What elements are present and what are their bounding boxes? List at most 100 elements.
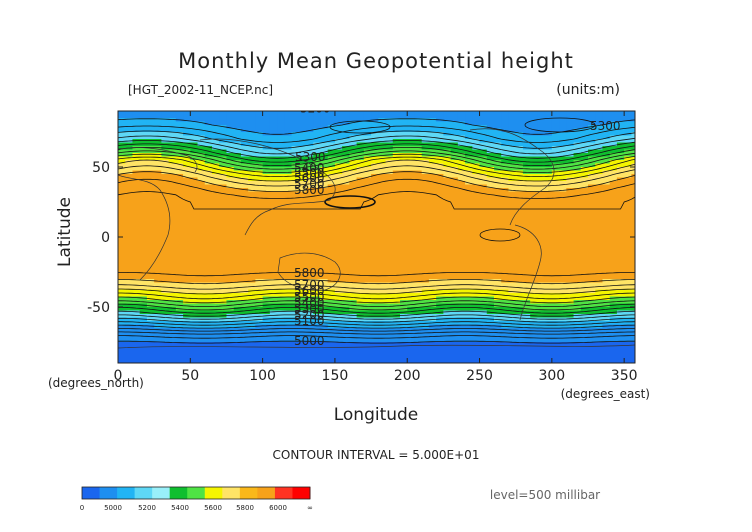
field-cell xyxy=(240,254,249,259)
field-cell xyxy=(392,216,401,221)
field-cell xyxy=(161,216,170,221)
field-cell xyxy=(118,188,126,193)
field-cell xyxy=(595,125,604,130)
field-cell xyxy=(450,296,459,301)
field-cell xyxy=(146,240,155,245)
field-cell xyxy=(457,198,466,203)
field-cell xyxy=(320,198,329,203)
field-cell xyxy=(154,331,162,336)
field-cell xyxy=(414,142,423,147)
field-cell xyxy=(212,209,220,214)
field-cell xyxy=(624,342,632,347)
field-cell xyxy=(537,216,546,221)
field-cell xyxy=(248,237,256,242)
field-cell xyxy=(118,321,126,326)
field-cell xyxy=(486,317,495,322)
field-cell xyxy=(204,265,213,270)
field-cell xyxy=(573,212,582,217)
field-cell xyxy=(277,335,285,340)
field-cell xyxy=(588,321,596,326)
field-cell xyxy=(616,237,625,242)
field-cell xyxy=(414,160,423,165)
field-cell xyxy=(175,230,184,235)
field-cell xyxy=(443,230,452,235)
field-cell xyxy=(204,275,213,280)
field-cell xyxy=(450,289,459,294)
field-cell xyxy=(291,342,300,347)
field-cell xyxy=(197,251,206,256)
field-cell xyxy=(327,307,336,312)
field-cell xyxy=(385,195,394,200)
field-cell xyxy=(559,230,567,235)
field-cell xyxy=(544,272,553,277)
field-cell xyxy=(356,216,365,221)
field-cell xyxy=(428,209,437,214)
field-cell xyxy=(494,153,502,158)
field-cell xyxy=(378,160,387,165)
field-cell xyxy=(501,331,510,336)
field-cell xyxy=(494,331,502,336)
field-cell xyxy=(631,132,635,137)
field-cell xyxy=(465,230,473,235)
field-cell xyxy=(588,345,596,350)
field-cell xyxy=(436,219,444,224)
field-cell xyxy=(349,128,358,133)
field-cell xyxy=(385,128,394,133)
field-cell xyxy=(139,268,148,273)
field-cell xyxy=(595,195,604,200)
field-cell xyxy=(269,279,278,284)
field-cell xyxy=(580,191,589,196)
field-cell xyxy=(161,177,170,182)
field-cell xyxy=(349,240,358,245)
field-cell xyxy=(501,258,510,263)
field-cell xyxy=(334,230,343,235)
field-cell xyxy=(624,149,632,154)
field-cell xyxy=(255,188,264,193)
field-cell xyxy=(356,121,365,126)
field-cell xyxy=(284,247,293,252)
field-cell xyxy=(616,293,625,298)
field-cell xyxy=(479,142,488,147)
field-cell xyxy=(248,265,256,270)
field-cell xyxy=(457,135,466,140)
field-cell xyxy=(240,314,249,319)
field-cell xyxy=(284,314,293,319)
field-cell xyxy=(472,286,481,291)
field-cell xyxy=(327,188,336,193)
field-cell xyxy=(262,177,271,182)
field-cell xyxy=(450,223,459,228)
field-cell xyxy=(240,233,249,238)
field-cell xyxy=(277,114,285,119)
field-cell xyxy=(233,139,242,144)
field-cell xyxy=(298,261,307,266)
field-cell xyxy=(479,230,488,235)
field-cell xyxy=(183,118,191,123)
field-cell xyxy=(233,237,242,242)
field-cell xyxy=(479,149,488,154)
field-cell xyxy=(269,205,278,210)
field-cell xyxy=(226,268,235,273)
field-cell xyxy=(559,111,567,116)
field-cell xyxy=(602,188,611,193)
field-cell xyxy=(306,272,314,277)
field-cell xyxy=(479,219,488,224)
field-cell xyxy=(378,321,387,326)
field-cell xyxy=(342,310,350,315)
field-cell xyxy=(566,254,575,259)
field-cell xyxy=(566,279,575,284)
field-cell xyxy=(631,335,635,340)
field-cell xyxy=(616,303,625,308)
field-cell xyxy=(190,324,199,329)
field-cell xyxy=(154,114,162,119)
field-cell xyxy=(363,233,372,238)
field-cell xyxy=(443,181,452,186)
field-cell xyxy=(436,114,444,119)
field-cell xyxy=(219,282,228,287)
field-cell xyxy=(154,146,162,151)
field-cell xyxy=(450,153,459,158)
field-cell xyxy=(226,247,235,252)
field-cell xyxy=(306,247,314,252)
field-cell xyxy=(494,170,502,175)
field-cell xyxy=(320,216,329,221)
field-cell xyxy=(298,240,307,245)
